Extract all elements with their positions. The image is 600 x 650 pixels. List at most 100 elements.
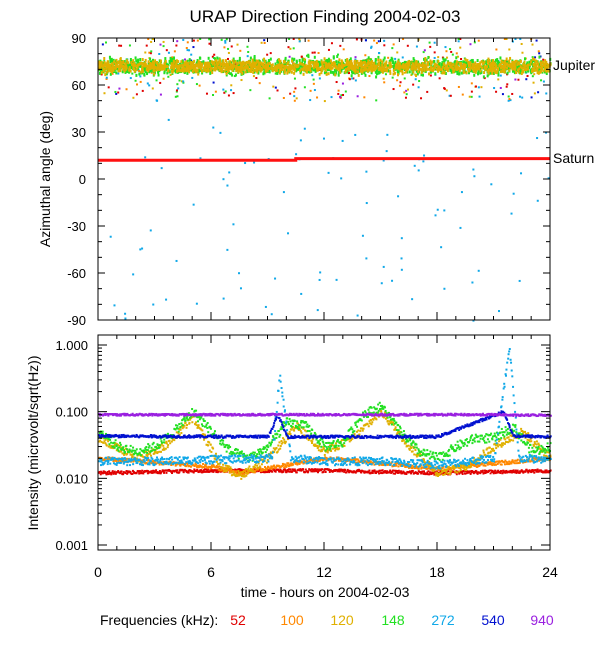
intensity-point-52 bbox=[205, 470, 208, 473]
intensity-point-100 bbox=[509, 461, 512, 464]
azimuth-scatter-point bbox=[212, 81, 215, 84]
azimuth-scatter-point bbox=[117, 72, 120, 75]
intensity-point-100 bbox=[529, 460, 532, 463]
jupiter-band-point bbox=[110, 70, 113, 74]
azimuth-scatter-point bbox=[505, 38, 508, 40]
jupiter-band-point bbox=[266, 62, 269, 66]
azimuth-scatter-point bbox=[274, 86, 277, 89]
intensity-point-120 bbox=[197, 425, 200, 428]
jupiter-band-point bbox=[361, 70, 364, 74]
jupiter-band-point bbox=[249, 56, 252, 60]
jupiter-band-point bbox=[124, 62, 127, 66]
jupiter-band-point bbox=[396, 66, 399, 70]
jupiter-band-point bbox=[278, 71, 281, 75]
intensity-point-100 bbox=[510, 460, 513, 463]
intensity-point-100 bbox=[290, 464, 293, 467]
intensity-point-120 bbox=[135, 457, 138, 460]
jupiter-band-point bbox=[310, 64, 313, 68]
jupiter-band-point bbox=[292, 67, 295, 71]
azimuth-scatter-point bbox=[423, 49, 426, 52]
jupiter-band-point bbox=[227, 69, 230, 73]
jupiter-band-point bbox=[191, 65, 194, 69]
intensity-point-52 bbox=[518, 471, 521, 474]
intensity-point-52 bbox=[100, 471, 103, 474]
jupiter-band-point bbox=[149, 61, 152, 65]
jupiter-band-point bbox=[525, 68, 528, 72]
jupiter-band-point bbox=[467, 60, 470, 64]
jupiter-band-point bbox=[465, 61, 468, 65]
intensity-point-52 bbox=[147, 470, 150, 473]
jupiter-band-point bbox=[394, 64, 397, 68]
jupiter-band-point bbox=[323, 57, 326, 61]
intensity-point-120 bbox=[178, 433, 181, 436]
azimuth-scatter-point bbox=[182, 81, 185, 84]
jupiter-band-point bbox=[425, 58, 428, 62]
jupiter-band-point bbox=[168, 70, 171, 74]
jupiter-band-point bbox=[459, 67, 462, 71]
jupiter-band-point bbox=[418, 63, 421, 67]
jupiter-band-point bbox=[488, 68, 491, 72]
intensity-point-100 bbox=[414, 465, 417, 468]
intensity-point-100 bbox=[395, 464, 398, 467]
jupiter-band-point bbox=[164, 57, 167, 61]
intensity-point-100 bbox=[512, 461, 515, 464]
azimuth-scatter-point bbox=[508, 98, 511, 101]
intensity-point-100 bbox=[494, 463, 497, 466]
jupiter-band-point bbox=[197, 70, 200, 74]
intensity-point-100 bbox=[403, 464, 406, 467]
azimuth-scatter-point bbox=[159, 43, 162, 46]
jupiter-band-point bbox=[128, 66, 131, 70]
jupiter-band-point bbox=[182, 66, 185, 70]
intensity-point-100 bbox=[274, 466, 277, 469]
jupiter-band-point bbox=[254, 64, 257, 68]
intensity-point-52 bbox=[380, 472, 383, 475]
jupiter-band-point bbox=[135, 68, 138, 72]
azimuth-scatter-point bbox=[459, 226, 462, 229]
jupiter-band-point bbox=[141, 58, 144, 62]
azimuth-scatter-point bbox=[443, 87, 446, 90]
azimuth-scatter-point bbox=[107, 86, 110, 89]
azimuth-scatter-point bbox=[445, 89, 448, 92]
jupiter-band-point bbox=[163, 67, 166, 71]
jupiter-band-point bbox=[325, 71, 328, 75]
jupiter-band-point bbox=[498, 61, 501, 65]
jupiter-band-point bbox=[288, 69, 291, 73]
intensity-point-52 bbox=[277, 468, 280, 471]
jupiter-band-point bbox=[494, 65, 497, 69]
jupiter-band-point bbox=[528, 60, 531, 64]
intensity-point-120 bbox=[131, 455, 134, 458]
intensity-point-100 bbox=[271, 467, 274, 470]
jupiter-band-point bbox=[354, 70, 357, 74]
jupiter-band-point bbox=[438, 65, 441, 69]
jupiter-band-point bbox=[498, 67, 501, 71]
jupiter-band-point bbox=[433, 67, 436, 71]
jupiter-band-point bbox=[287, 68, 290, 72]
azimuth-y-tick-label: 0 bbox=[79, 172, 86, 187]
intensity-point-100 bbox=[189, 465, 192, 468]
jupiter-band-point bbox=[112, 67, 115, 71]
intensity-point-52 bbox=[138, 470, 141, 473]
intensity-point-120 bbox=[168, 439, 171, 442]
jupiter-band-point bbox=[263, 57, 266, 61]
jupiter-band-point bbox=[347, 67, 350, 71]
intensity-point-52 bbox=[207, 468, 210, 471]
intensity-point-100 bbox=[493, 463, 496, 466]
azimuth-scatter-point bbox=[405, 93, 408, 96]
azimuth-scatter-point bbox=[316, 309, 319, 312]
jupiter-band-point bbox=[413, 66, 416, 70]
azimuth-scatter-point bbox=[434, 214, 437, 217]
intensity-point-100 bbox=[319, 458, 322, 461]
intensity-point-120 bbox=[100, 440, 103, 443]
azimuth-scatter-point bbox=[413, 164, 416, 167]
jupiter-band-point bbox=[484, 61, 487, 65]
jupiter-band-point bbox=[533, 57, 536, 61]
intensity-point-52 bbox=[435, 470, 438, 473]
azimuth-scatter-point bbox=[470, 82, 473, 85]
jupiter-band-point bbox=[115, 71, 118, 75]
intensity-point-100 bbox=[141, 460, 144, 463]
jupiter-band-point bbox=[219, 60, 222, 64]
intensity-point-52 bbox=[531, 470, 534, 473]
jupiter-band-point bbox=[198, 65, 201, 69]
jupiter-band-point bbox=[491, 66, 494, 70]
azimuth-scatter-point bbox=[103, 92, 106, 95]
